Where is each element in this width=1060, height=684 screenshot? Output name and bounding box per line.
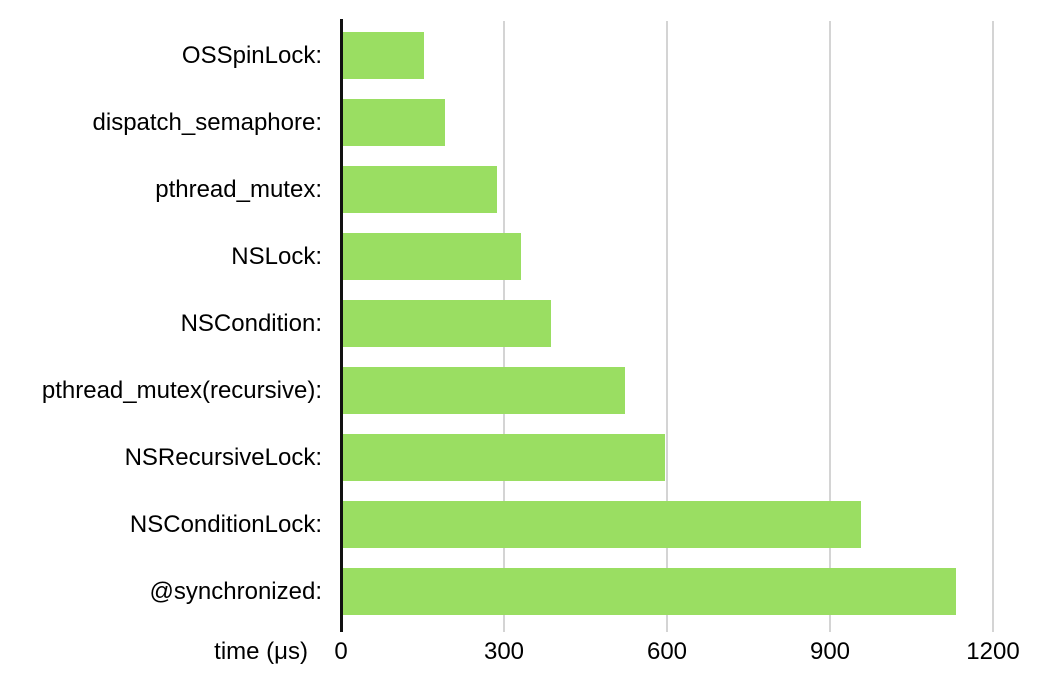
x-tick-label: 1200 <box>966 638 1020 665</box>
bar-row: OSSpinLock: <box>182 32 993 79</box>
category-label: NSRecursiveLock: <box>124 444 322 471</box>
bar-row: NSConditionLock: <box>130 501 993 548</box>
bar <box>342 501 861 548</box>
bar <box>342 32 424 79</box>
bar-row: NSRecursiveLock: <box>125 434 993 481</box>
category-label: dispatch_semaphore: <box>92 109 322 136</box>
x-tick-label: 900 <box>809 638 851 665</box>
category-label: NSConditionLock: <box>129 511 322 538</box>
bar-row: dispatch_semaphore: <box>93 99 993 146</box>
y-axis-line <box>340 19 343 632</box>
bar-row: pthread_mutex: <box>155 166 993 213</box>
bar <box>342 300 552 347</box>
x-tick-label: 600 <box>646 638 688 665</box>
x-tick-label: 300 <box>483 638 525 665</box>
category-label: @synchronized: <box>149 578 322 605</box>
gridline-900 <box>829 21 831 632</box>
category-label: NSLock: <box>231 243 322 270</box>
bar <box>342 434 666 481</box>
x-axis-title: time (μs) <box>214 638 308 665</box>
bar-row: @synchronized: <box>150 568 993 615</box>
x-axis: time (μs) 0 300 600 900 1200 <box>214 634 1020 682</box>
bar <box>342 233 522 280</box>
category-label: pthread_mutex(recursive): <box>41 377 322 404</box>
gridline-600 <box>666 21 668 632</box>
bar-row: NSCondition: <box>181 300 993 347</box>
bar-row: pthread_mutex(recursive): <box>42 367 993 414</box>
category-label: NSCondition: <box>180 310 322 337</box>
bar-rows: OSSpinLock: dispatch_semaphore: pthread_mu… <box>42 32 993 615</box>
category-label: pthread_mutex: <box>155 176 322 203</box>
bar <box>342 568 956 615</box>
bar-row: NSLock: <box>231 233 993 280</box>
bar <box>342 166 497 213</box>
category-label: OSSpinLock: <box>181 42 322 69</box>
bar <box>342 367 625 414</box>
plot-area: OSSpinLock: dispatch_semaphore: pthread_mu… <box>42 19 994 632</box>
x-tick-label: 0 <box>334 638 348 665</box>
bar <box>342 99 446 146</box>
gridline-1200 <box>992 21 994 632</box>
